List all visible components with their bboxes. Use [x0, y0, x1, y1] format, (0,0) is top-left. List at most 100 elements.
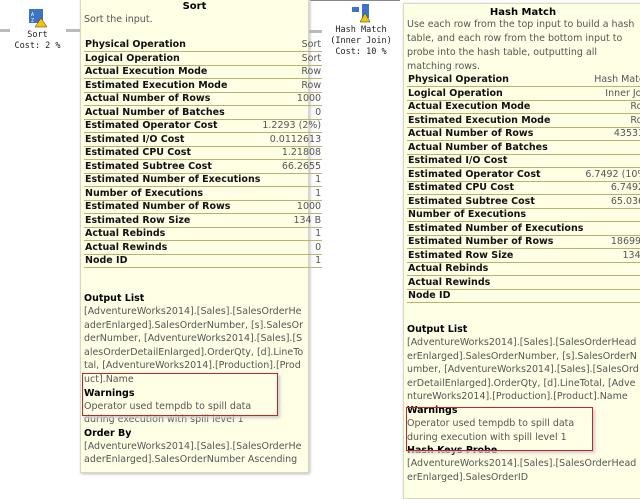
hash-keys-probe-text: [AdventureWorks2014].[Sales].[SalesOrder… [407, 458, 637, 483]
property-name: Estimated Operator Cost [84, 119, 262, 133]
property-name: Actual Rebinds [84, 227, 262, 241]
properties-table: Physical Operation Sort Logical Operation S… [84, 38, 323, 268]
property-name: Estimated Subtree Cost [407, 194, 585, 209]
property-row: Actual Number of Rows 1000 [84, 92, 323, 106]
property-row: Node ID 1 [84, 254, 323, 268]
property-value: 1.2293 (2%) [261, 119, 323, 133]
svg-text:Z: Z [31, 18, 34, 24]
property-row: Actual Rebinds 1 [84, 227, 323, 241]
property-value: 0 [584, 275, 640, 290]
property-value: Row [261, 65, 323, 79]
node-subtitle: (Inner Join) [330, 36, 392, 46]
property-name: Estimated I/O Cost [84, 132, 262, 147]
property-name: Estimated Execution Mode [407, 113, 585, 128]
hash-match-tooltip: Hash Match Use each row from the top inp… [403, 3, 640, 499]
property-value: Inner Join [584, 86, 640, 101]
output-list: [AdventureWorks2014].[Sales].[SalesOrder… [84, 306, 304, 385]
property-value: 1.21808 [261, 146, 323, 160]
node-name: Sort [27, 30, 48, 40]
property-name: Actual Execution Mode [407, 100, 585, 114]
sort-tooltip: Sort Sort the input. Physical Operation S… [80, 0, 323, 473]
property-value: 6.74922 [584, 181, 640, 195]
property-value: 1 [584, 208, 640, 222]
property-value: Row [584, 113, 640, 128]
warnings-label: Warnings [407, 404, 458, 416]
hash-match-icon [351, 3, 371, 23]
node-name: Hash Match [335, 25, 387, 35]
property-name: Actual Rewinds [407, 275, 585, 290]
property-name: Physical Operation [407, 73, 585, 87]
property-row: Actual Number of Rows435338 [407, 127, 640, 141]
property-row: Logical Operation Sort [84, 51, 323, 66]
property-name: Estimated I/O Cost [407, 154, 585, 168]
property-value: 66.2655 [261, 159, 323, 174]
property-name: Estimated Operator Cost [407, 167, 585, 182]
property-name: Actual Rewinds [84, 240, 262, 255]
property-value: Hash Match [584, 73, 640, 87]
property-name: Node ID [407, 289, 585, 303]
property-value: 0 [261, 105, 323, 120]
property-name: Actual Rebinds [407, 262, 585, 276]
connector-line [310, 0, 400, 1]
property-name: Actual Number of Batches [84, 105, 262, 120]
warnings-text: Operator used tempdb to spill data durin… [84, 400, 252, 426]
connector-line [0, 29, 10, 32]
property-row: Estimated Number of Rows 1000 [84, 200, 323, 214]
node-cost: Cost: 10 % [335, 47, 387, 57]
property-name: Physical Operation [84, 38, 262, 52]
warning-highlight [406, 407, 593, 451]
property-name: Estimated Number of Executions [407, 221, 585, 236]
property-name: Estimated Number of Rows [407, 235, 585, 249]
node-cost: Cost: 2 % [14, 41, 61, 51]
tooltip-title: Hash Match [489, 7, 557, 18]
hash-match-node[interactable]: Hash Match (Inner Join) Cost: 10 % [326, 3, 396, 58]
property-name: Logical Operation [84, 51, 262, 66]
order-by-label: Order By [84, 427, 132, 439]
property-name: Number of Executions [84, 186, 262, 201]
property-value: Sort [261, 51, 323, 66]
property-value: 134 B [584, 248, 640, 263]
property-value: 1 [261, 254, 323, 268]
property-row: Actual Rebinds0 [407, 262, 640, 276]
property-value: 6.7492 (10%) [584, 167, 640, 182]
property-value: Row [584, 100, 640, 114]
property-name: Node ID [84, 254, 262, 268]
property-row: Estimated CPU Cost 1.21808 [84, 146, 323, 160]
property-name: Estimated CPU Cost [407, 181, 585, 195]
property-name: Estimated Execution Mode [84, 78, 262, 93]
property-value: 1 [261, 227, 323, 241]
property-value: Row [261, 78, 323, 93]
property-name: Estimated CPU Cost [84, 146, 262, 160]
tooltip-description: Sort the input. [84, 14, 153, 25]
warnings-label: Warnings [84, 387, 135, 399]
output-list-label: Output List [84, 293, 145, 304]
property-value: Sort [261, 38, 323, 52]
connector-line [308, 30, 322, 33]
property-name: Estimated Row Size [407, 248, 585, 263]
property-name: Logical Operation [407, 86, 585, 101]
tooltip-description: Use each row from the top input to build… [407, 19, 635, 72]
warnings-text: Operator used tempdb to spill data durin… [407, 417, 575, 443]
property-row: Physical Operation Sort [84, 38, 323, 52]
property-name: Number of Executions [407, 208, 585, 222]
property-value: 0 [261, 240, 323, 255]
property-value: 65.0362 [584, 194, 640, 209]
property-value: 435338 [584, 127, 640, 141]
property-value: 1000 [261, 200, 323, 214]
warning-highlight [82, 373, 278, 416]
